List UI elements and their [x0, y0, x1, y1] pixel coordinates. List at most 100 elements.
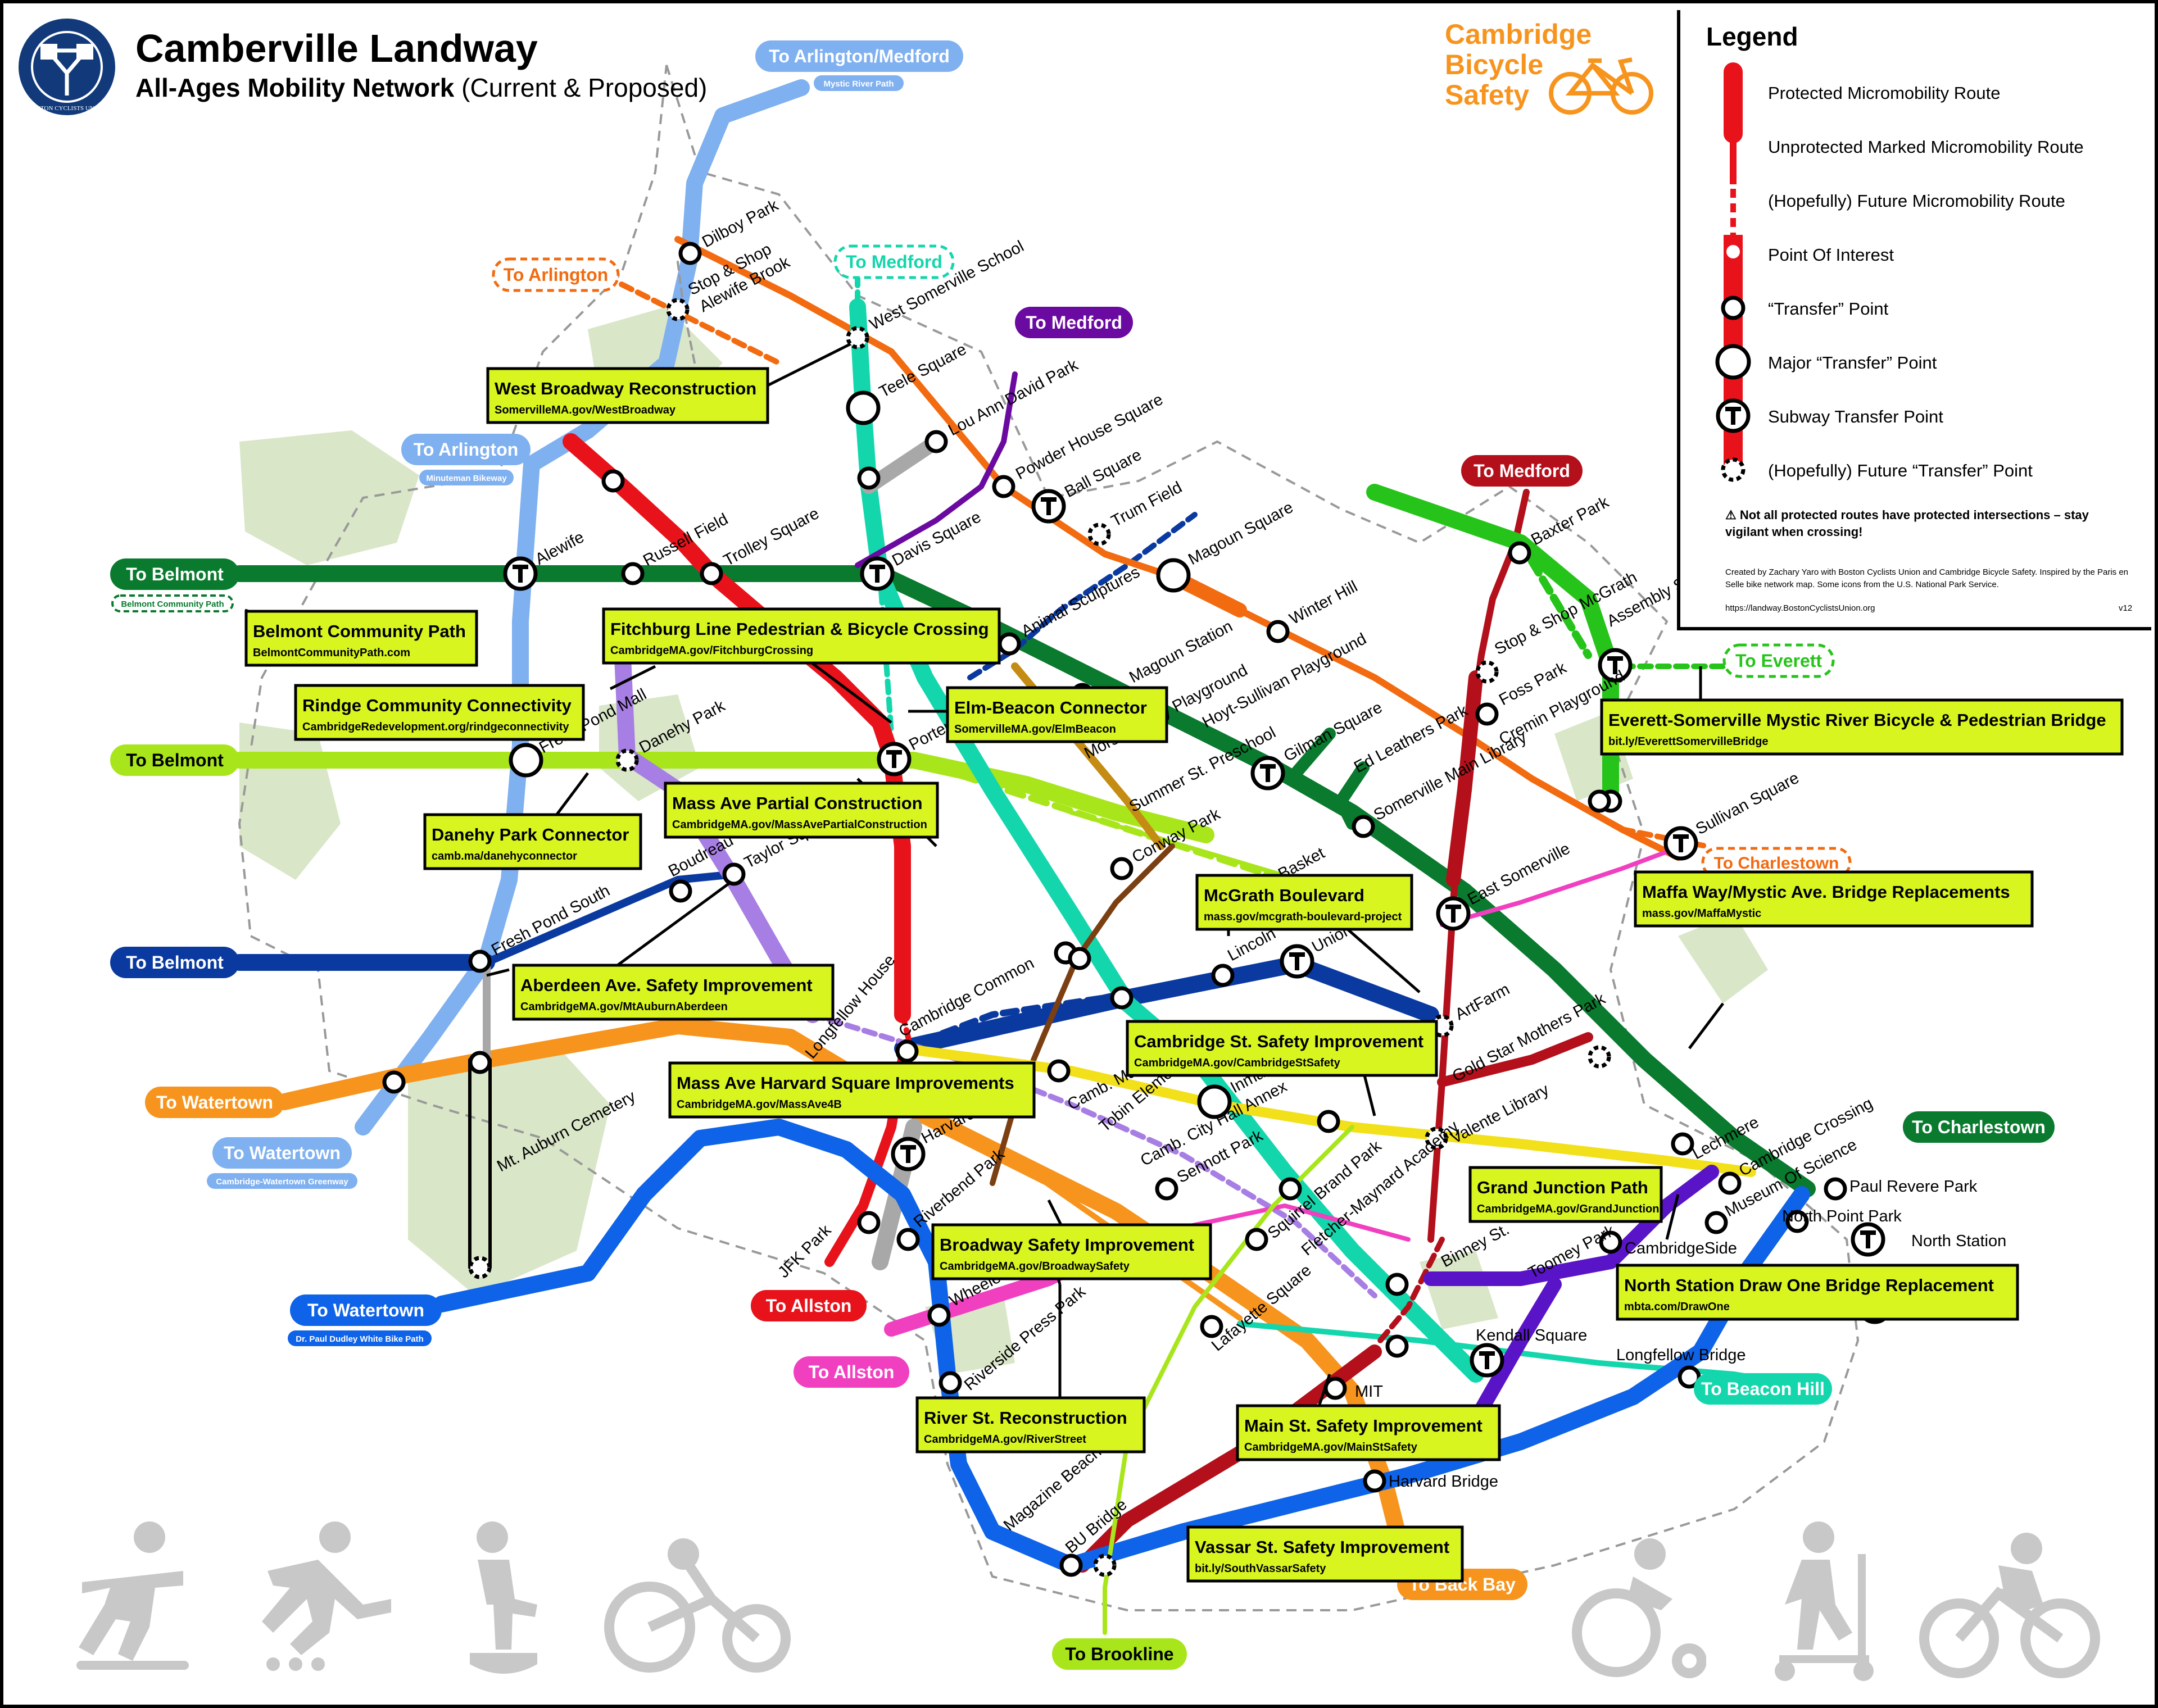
- legend-item-transfer: “Transfer” Point: [1768, 299, 1889, 319]
- svg-text:Mass Ave Harvard Square Improv: Mass Ave Harvard Square Improvements: [677, 1073, 1014, 1093]
- callout-broadway: Broadway Safety Improvement CambridgeMA.g…: [931, 1223, 1212, 1280]
- cambridge-bicycle-safety-logo: Cambridge Bicycle Safety: [1445, 19, 1592, 111]
- station-label: Alewife: [532, 528, 587, 569]
- destination-arlington-minuteman: To Arlington Minuteman Bikeway: [401, 434, 531, 485]
- station-label: MIT: [1355, 1383, 1383, 1401]
- svg-text:To Medford: To Medford: [846, 252, 942, 272]
- svg-text:CambridgeMA.gov/RiverStreet: CambridgeMA.gov/RiverStreet: [924, 1433, 1086, 1446]
- legend-panel: Legend Protected Micromobility Route Unp…: [1677, 10, 2151, 630]
- svg-text:SomervilleMA.gov/ElmBeacon: SomervilleMA.gov/ElmBeacon: [954, 723, 1116, 735]
- callout-north-station: North Station Draw One Bridge Replacemen…: [1616, 1264, 2019, 1321]
- svg-text:CambridgeMA.gov/MassAvePartial: CambridgeMA.gov/MassAvePartialConstructi…: [672, 819, 927, 831]
- svg-text:Dr. Paul Dudley White Bike Pat: Dr. Paul Dudley White Bike Path: [296, 1334, 424, 1344]
- svg-text:To Arlington: To Arlington: [414, 439, 519, 460]
- destination-belmont-3: To Belmont: [110, 947, 239, 978]
- svg-text:To Belmont: To Belmont: [126, 564, 224, 584]
- project-callouts: West Broadway Reconstruction SomervilleMA…: [244, 367, 2124, 1583]
- callout-fitchburg-crossing: Fitchburg Line Pedestrian & Bicycle Cros…: [602, 607, 1001, 665]
- map-header: Camberville Landway All-Ages Mobility Ne…: [135, 26, 707, 105]
- svg-text:Elm-Beacon Connector: Elm-Beacon Connector: [954, 698, 1147, 717]
- station-label: CambridgeSide: [1625, 1239, 1737, 1257]
- callout-vassar-st: Vassar St. Safety Improvement bit.ly/Sout…: [1186, 1525, 1464, 1583]
- svg-text:To Watertown: To Watertown: [224, 1143, 341, 1163]
- svg-text:To Allston: To Allston: [766, 1296, 852, 1316]
- svg-text:CambridgeMA.gov/CambridgeStSaf: CambridgeMA.gov/CambridgeStSafety: [1134, 1057, 1341, 1069]
- page-title: Camberville Landway: [135, 26, 538, 70]
- callout-river-st: River St. Reconstruction CambridgeMA.gov/…: [915, 1396, 1146, 1453]
- station-label: Longfellow Bridge: [1616, 1346, 1746, 1364]
- cyclist-icon: [1919, 1533, 2100, 1678]
- destination-watertown-2: To Watertown Cambridge-Watertown Greenway: [207, 1137, 357, 1189]
- destination-pills: To Arlington/Medford Mystic River Path To…: [110, 40, 2055, 1670]
- station-label: East Somerville: [1465, 839, 1573, 908]
- station-label: Trolley Square: [720, 505, 822, 570]
- station-markers: [382, 242, 1847, 1577]
- svg-text:Minuteman Bikeway: Minuteman Bikeway: [426, 474, 507, 483]
- svg-text:To Arlington: To Arlington: [504, 265, 609, 285]
- station-label: Paul Revere Park: [1849, 1178, 1978, 1196]
- legend-credits: Created by Zachary Yaro with Boston Cycl…: [1725, 567, 2129, 589]
- station-label: Animal Sculptures: [1018, 563, 1143, 640]
- svg-text:Main St. Safety Improvement: Main St. Safety Improvement: [1244, 1416, 1483, 1436]
- station-label: Winter Hill: [1286, 578, 1361, 628]
- boston-cyclists-union-logo: BOSTON CYCLISTS UNION: [19, 19, 115, 115]
- svg-text:McGrath Boulevard: McGrath Boulevard: [1204, 885, 1364, 905]
- svg-text:CambridgeMA.gov/MassAve4B: CambridgeMA.gov/MassAve4B: [677, 1098, 842, 1111]
- station-label: Baxter Park: [1528, 493, 1612, 549]
- legend-warning-note: ⚠ Not all protected routes have protecte…: [1725, 508, 2089, 539]
- svg-text:CambridgeMA.gov/FitchburgCross: CambridgeMA.gov/FitchburgCrossing: [610, 644, 813, 657]
- bicycle-icon: [1549, 57, 1653, 115]
- callout-everett-somerville-bridge: Everett-Somerville Mystic River Bicycle …: [1600, 698, 2124, 756]
- station-label: Sullivan Square: [1693, 769, 1802, 839]
- svg-text:mbta.com/DrawOne: mbta.com/DrawOne: [1624, 1301, 1730, 1313]
- svg-text:To Charlestown: To Charlestown: [1912, 1117, 2046, 1137]
- svg-text:To Medford: To Medford: [1026, 312, 1122, 333]
- callout-danehy-connector: Danehy Park Connector camb.ma/danehyconne…: [423, 813, 642, 870]
- destination-watertown-1: To Watertown: [145, 1087, 284, 1118]
- destination-medford-maroon: To Medford: [1461, 455, 1583, 487]
- legend-version: v12: [2119, 603, 2133, 613]
- destination-brookline: To Brookline: [1052, 1638, 1187, 1670]
- svg-text:Broadway Safety Improvement: Broadway Safety Improvement: [940, 1235, 1194, 1255]
- station-label: Dilboy Park: [699, 196, 781, 251]
- svg-text:To Beacon Hill: To Beacon Hill: [1701, 1379, 1825, 1399]
- legend-item-protected: Protected Micromobility Route: [1768, 83, 2001, 103]
- svg-text:Mystic River Path: Mystic River Path: [823, 79, 894, 89]
- station-label: Powder House Square: [1013, 390, 1166, 483]
- legend-item-subway: Subway Transfer Point: [1768, 407, 1943, 426]
- svg-text:To Allston: To Allston: [809, 1362, 895, 1382]
- callout-west-broadway: West Broadway Reconstruction SomervilleMA…: [486, 367, 769, 424]
- callout-main-st: Main St. Safety Improvement CambridgeMA.g…: [1236, 1404, 1501, 1461]
- svg-text:CambridgeMA.gov/MtAuburnAberde: CambridgeMA.gov/MtAuburnAberdeen: [520, 1001, 728, 1013]
- network-map: Dilboy Park Stop & Shop Alewife Brook We…: [110, 40, 2124, 1670]
- destination-belmont-1: To Belmont Belmont Community Path: [110, 558, 239, 612]
- handcycle-icon: [1572, 1538, 1706, 1678]
- svg-text:CambridgeRedevelopment.org/rin: CambridgeRedevelopment.org/rindgeconnect…: [302, 721, 569, 733]
- legend-title: Legend: [1706, 22, 1798, 51]
- svg-text:bit.ly/EverettSomervilleBridge: bit.ly/EverettSomervilleBridge: [1608, 735, 1769, 748]
- legend-url: https://landway.BostonCyclistsUnion.org: [1725, 603, 1875, 613]
- svg-text:SomervilleMA.gov/WestBroadway: SomervilleMA.gov/WestBroadway: [495, 404, 676, 416]
- station-label: Lou Ann David Park: [945, 356, 1081, 439]
- station-label: Harvard Bridge: [1389, 1473, 1498, 1491]
- station-label: Trum Field: [1108, 478, 1185, 530]
- svg-text:mass.gov/MaffaMystic: mass.gov/MaffaMystic: [1642, 907, 1761, 920]
- svg-text:Danehy Park Connector: Danehy Park Connector: [432, 825, 629, 844]
- station-label: ArtFarm: [1452, 980, 1512, 1024]
- personal-transporter-icon: [470, 1521, 537, 1674]
- station-label: Magoun Square: [1185, 498, 1296, 569]
- destination-charlestown-2: To Charlestown: [1701, 847, 1852, 878]
- svg-text:Maffa Way/Mystic Ave. Bridge R: Maffa Way/Mystic Ave. Bridge Replacement…: [1642, 882, 2010, 902]
- svg-text:To Watertown: To Watertown: [307, 1300, 424, 1320]
- svg-text:To Belmont: To Belmont: [126, 750, 224, 770]
- legend-swatch: [1715, 62, 1751, 482]
- callout-mass-ave-partial: Mass Ave Partial Construction CambridgeMA…: [664, 782, 939, 839]
- page-subtitle: All-Ages Mobility Network (Current & Pro…: [135, 73, 708, 102]
- svg-text:Fitchburg Line Pedestrian & Bi: Fitchburg Line Pedestrian & Bicycle Cros…: [610, 619, 989, 639]
- svg-text:To Everett: To Everett: [1735, 651, 1822, 671]
- rollerblader-icon: [262, 1521, 391, 1671]
- callout-rindge: Rindge Community Connectivity CambridgeRe…: [294, 684, 585, 741]
- svg-text:BOSTON CYCLISTS UNION: BOSTON CYCLISTS UNION: [29, 105, 106, 112]
- svg-text:Cambridge St. Safety Improveme: Cambridge St. Safety Improvement: [1134, 1032, 1423, 1051]
- svg-text:CambridgeMA.gov/BroadwaySafety: CambridgeMA.gov/BroadwaySafety: [940, 1260, 1130, 1273]
